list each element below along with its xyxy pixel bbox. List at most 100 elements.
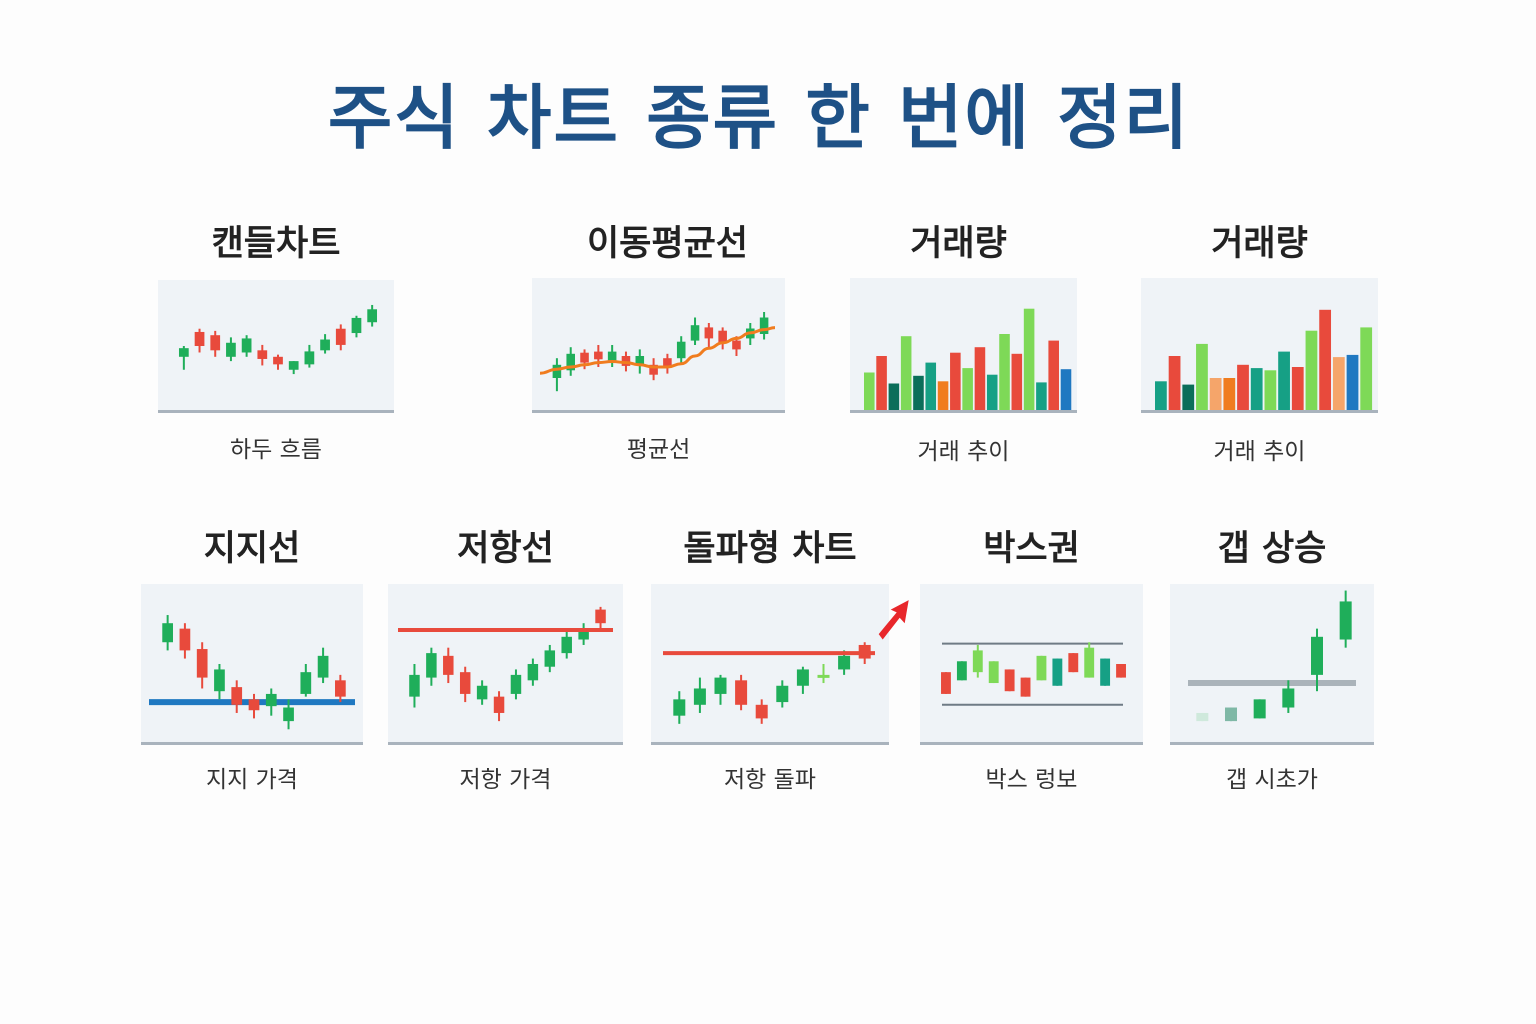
candle-body <box>476 685 488 700</box>
volume-bar <box>950 352 961 410</box>
candle-body <box>649 364 658 375</box>
candle-body <box>226 342 236 357</box>
candle-body <box>1339 601 1352 640</box>
candle-body <box>594 351 603 360</box>
candle-body <box>231 687 243 705</box>
volume-bar <box>876 356 887 410</box>
candle-body <box>1282 688 1295 708</box>
volume-bar <box>1196 343 1208 410</box>
card-title: 돌파형 차트 <box>683 529 857 569</box>
card-caption: 박스 렁보 <box>985 767 1078 793</box>
volume-bar <box>1182 384 1195 410</box>
breakout-arrow-icon <box>878 600 909 640</box>
card-caption: 거래 추이 <box>917 439 1010 465</box>
candle-body <box>178 348 189 357</box>
volume-bar <box>1048 340 1059 410</box>
volume-bar <box>888 383 900 410</box>
candle-body <box>552 364 562 378</box>
candle-body <box>527 664 539 681</box>
volume-bar <box>1060 369 1072 410</box>
volume-bar <box>1250 368 1263 410</box>
candle-body <box>1225 707 1237 722</box>
candle-body <box>704 327 714 339</box>
candle-body <box>194 331 205 346</box>
candle-body <box>304 351 315 365</box>
candle-body <box>1100 658 1111 686</box>
candle-body <box>510 674 522 694</box>
card-title: 거래량 <box>1211 224 1308 264</box>
candle-body <box>335 680 346 697</box>
card-title: 지지선 <box>203 529 301 569</box>
volume-card-1: 거래량 거래 추이 <box>850 205 1077 475</box>
card-title: 이동평균선 <box>586 224 748 264</box>
chart-panel <box>850 278 1077 413</box>
candle-body <box>273 356 283 365</box>
candle-body <box>241 338 252 353</box>
volume-bar <box>1346 354 1359 410</box>
candle-body <box>317 655 329 678</box>
candle-body <box>732 340 741 350</box>
candle-body <box>351 317 362 334</box>
candle-body <box>1116 664 1126 678</box>
volume-bar <box>937 381 949 410</box>
volume-bar <box>1209 378 1222 410</box>
chart-panel <box>1170 584 1374 745</box>
volume-bar <box>999 334 1010 410</box>
chart-svg <box>398 606 613 722</box>
candle-body <box>759 317 769 334</box>
candle-body <box>718 330 727 343</box>
volume-bar <box>1264 370 1277 410</box>
candle-body <box>335 328 346 345</box>
candle-body <box>956 661 967 681</box>
candle-body <box>941 672 951 694</box>
candle-body <box>635 356 645 365</box>
volume-bar <box>1023 308 1035 410</box>
candle-body <box>1196 712 1209 722</box>
volume-card-2: 거래량 거래 추이 <box>1141 205 1378 475</box>
volume-bar <box>900 336 912 410</box>
volume-bar <box>925 362 937 410</box>
volume-bar <box>974 347 986 410</box>
candle-body <box>179 628 191 651</box>
box-range-card: 박스권 박스 렁보 <box>920 512 1143 802</box>
candle-body <box>367 309 378 323</box>
candle-body <box>459 672 471 694</box>
candle-body <box>776 685 789 703</box>
chart-panel <box>532 278 785 413</box>
candle-body <box>1036 655 1047 681</box>
candle-body <box>972 650 983 673</box>
chart-panel <box>1141 278 1378 413</box>
volume-bar <box>962 368 973 410</box>
candle-body <box>578 628 589 640</box>
candle-body <box>690 325 700 341</box>
volume-bar <box>1360 327 1373 410</box>
candle-body <box>561 636 572 654</box>
candle-body <box>283 707 294 722</box>
candle-body <box>214 669 225 692</box>
volume-bar <box>986 374 998 410</box>
chart-svg <box>864 308 1072 410</box>
candle-body <box>714 677 727 694</box>
chart-panel <box>158 280 394 413</box>
card-caption: 평균선 <box>626 437 691 463</box>
candle-body <box>676 341 686 359</box>
candle-body <box>426 653 437 678</box>
volume-bar <box>1155 381 1167 410</box>
volume-bar <box>1278 351 1290 410</box>
candle-body <box>409 674 420 697</box>
volume-bar <box>1223 378 1236 410</box>
chart-svg <box>663 600 909 724</box>
chart-svg <box>539 312 776 392</box>
card-title: 거래량 <box>910 224 1007 264</box>
volume-bar <box>1305 330 1318 410</box>
candle-body <box>320 339 330 351</box>
volume-bar <box>864 372 875 410</box>
volume-bar <box>1237 364 1249 410</box>
card-caption: 거래 추이 <box>1213 439 1306 465</box>
resistance-card: 저항선 저항 가격 <box>388 512 623 802</box>
candle-body <box>1020 677 1031 697</box>
volume-bar <box>913 375 924 410</box>
moving-average-line <box>539 326 776 375</box>
candle-body <box>621 356 631 366</box>
candle-body <box>735 680 748 705</box>
